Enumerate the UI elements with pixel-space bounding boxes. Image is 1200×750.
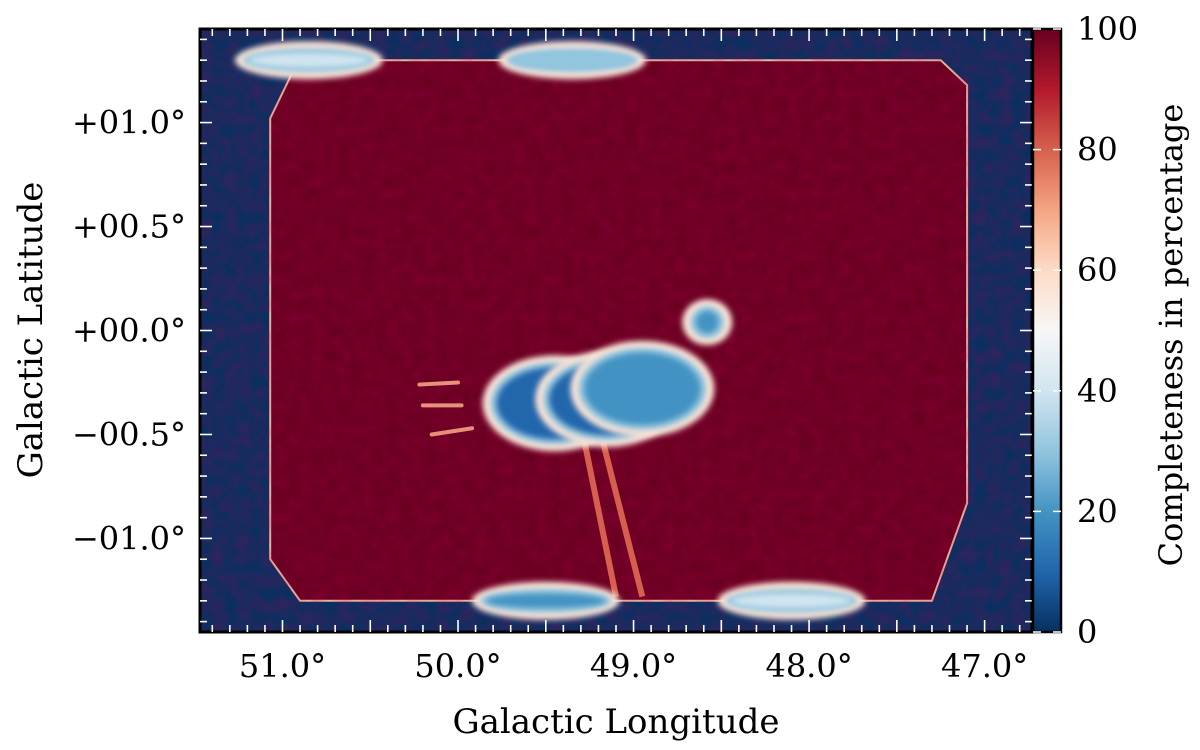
low-region-4 — [234, 41, 383, 80]
colorbar-tick-label: 0 — [1077, 613, 1097, 651]
colorbar-tick-label: 60 — [1077, 251, 1118, 289]
low-region-3 — [682, 299, 733, 346]
colorbar-label: Completeness in percentage — [1152, 104, 1190, 567]
y-axis-ticks: +01.0° +00.5° +00.0° −00.5° −01.0° — [72, 38, 1032, 623]
low-region-2 — [570, 340, 715, 437]
colorbar-ticks: 0 20 40 60 80 100 — [1033, 10, 1138, 651]
low-completeness-regions — [234, 41, 866, 620]
map-texture — [200, 29, 1032, 632]
y-tick-label: −00.5° — [72, 415, 186, 453]
filament-trail — [577, 423, 646, 598]
heatmap-layer — [200, 29, 1032, 632]
low-region-7 — [717, 581, 866, 620]
filament-streaks — [417, 380, 646, 598]
y-tick-label: −01.0° — [72, 519, 186, 557]
x-tick-label: 47.0° — [941, 647, 1028, 685]
x-tick-label: 51.0° — [239, 647, 326, 685]
y-tick-label: +01.0° — [72, 104, 186, 142]
colorbar-tick-label: 80 — [1077, 131, 1118, 169]
streak-2 — [429, 426, 475, 437]
x-axis-label: Galactic Longitude — [452, 702, 779, 742]
x-tick-label: 48.0° — [765, 647, 852, 685]
low-region-5 — [498, 41, 647, 80]
y-tick-label: +00.0° — [72, 312, 186, 350]
colorbar-tick-label: 40 — [1077, 372, 1118, 410]
low-region-6 — [471, 581, 620, 620]
streak-0 — [417, 380, 461, 387]
colorbar-tick-label: 20 — [1077, 492, 1118, 530]
x-axis-ticks: 51.0° 50.0° 49.0° 48.0° 47.0° — [211, 29, 1028, 685]
colorbar-tick-label: 100 — [1077, 10, 1138, 48]
y-tick-label: +00.5° — [72, 208, 186, 246]
colorbar — [1031, 27, 1063, 634]
y-axis-label: Galactic Latitude — [11, 182, 51, 479]
x-tick-label: 49.0° — [590, 647, 677, 685]
x-tick-label: 50.0° — [414, 647, 501, 685]
